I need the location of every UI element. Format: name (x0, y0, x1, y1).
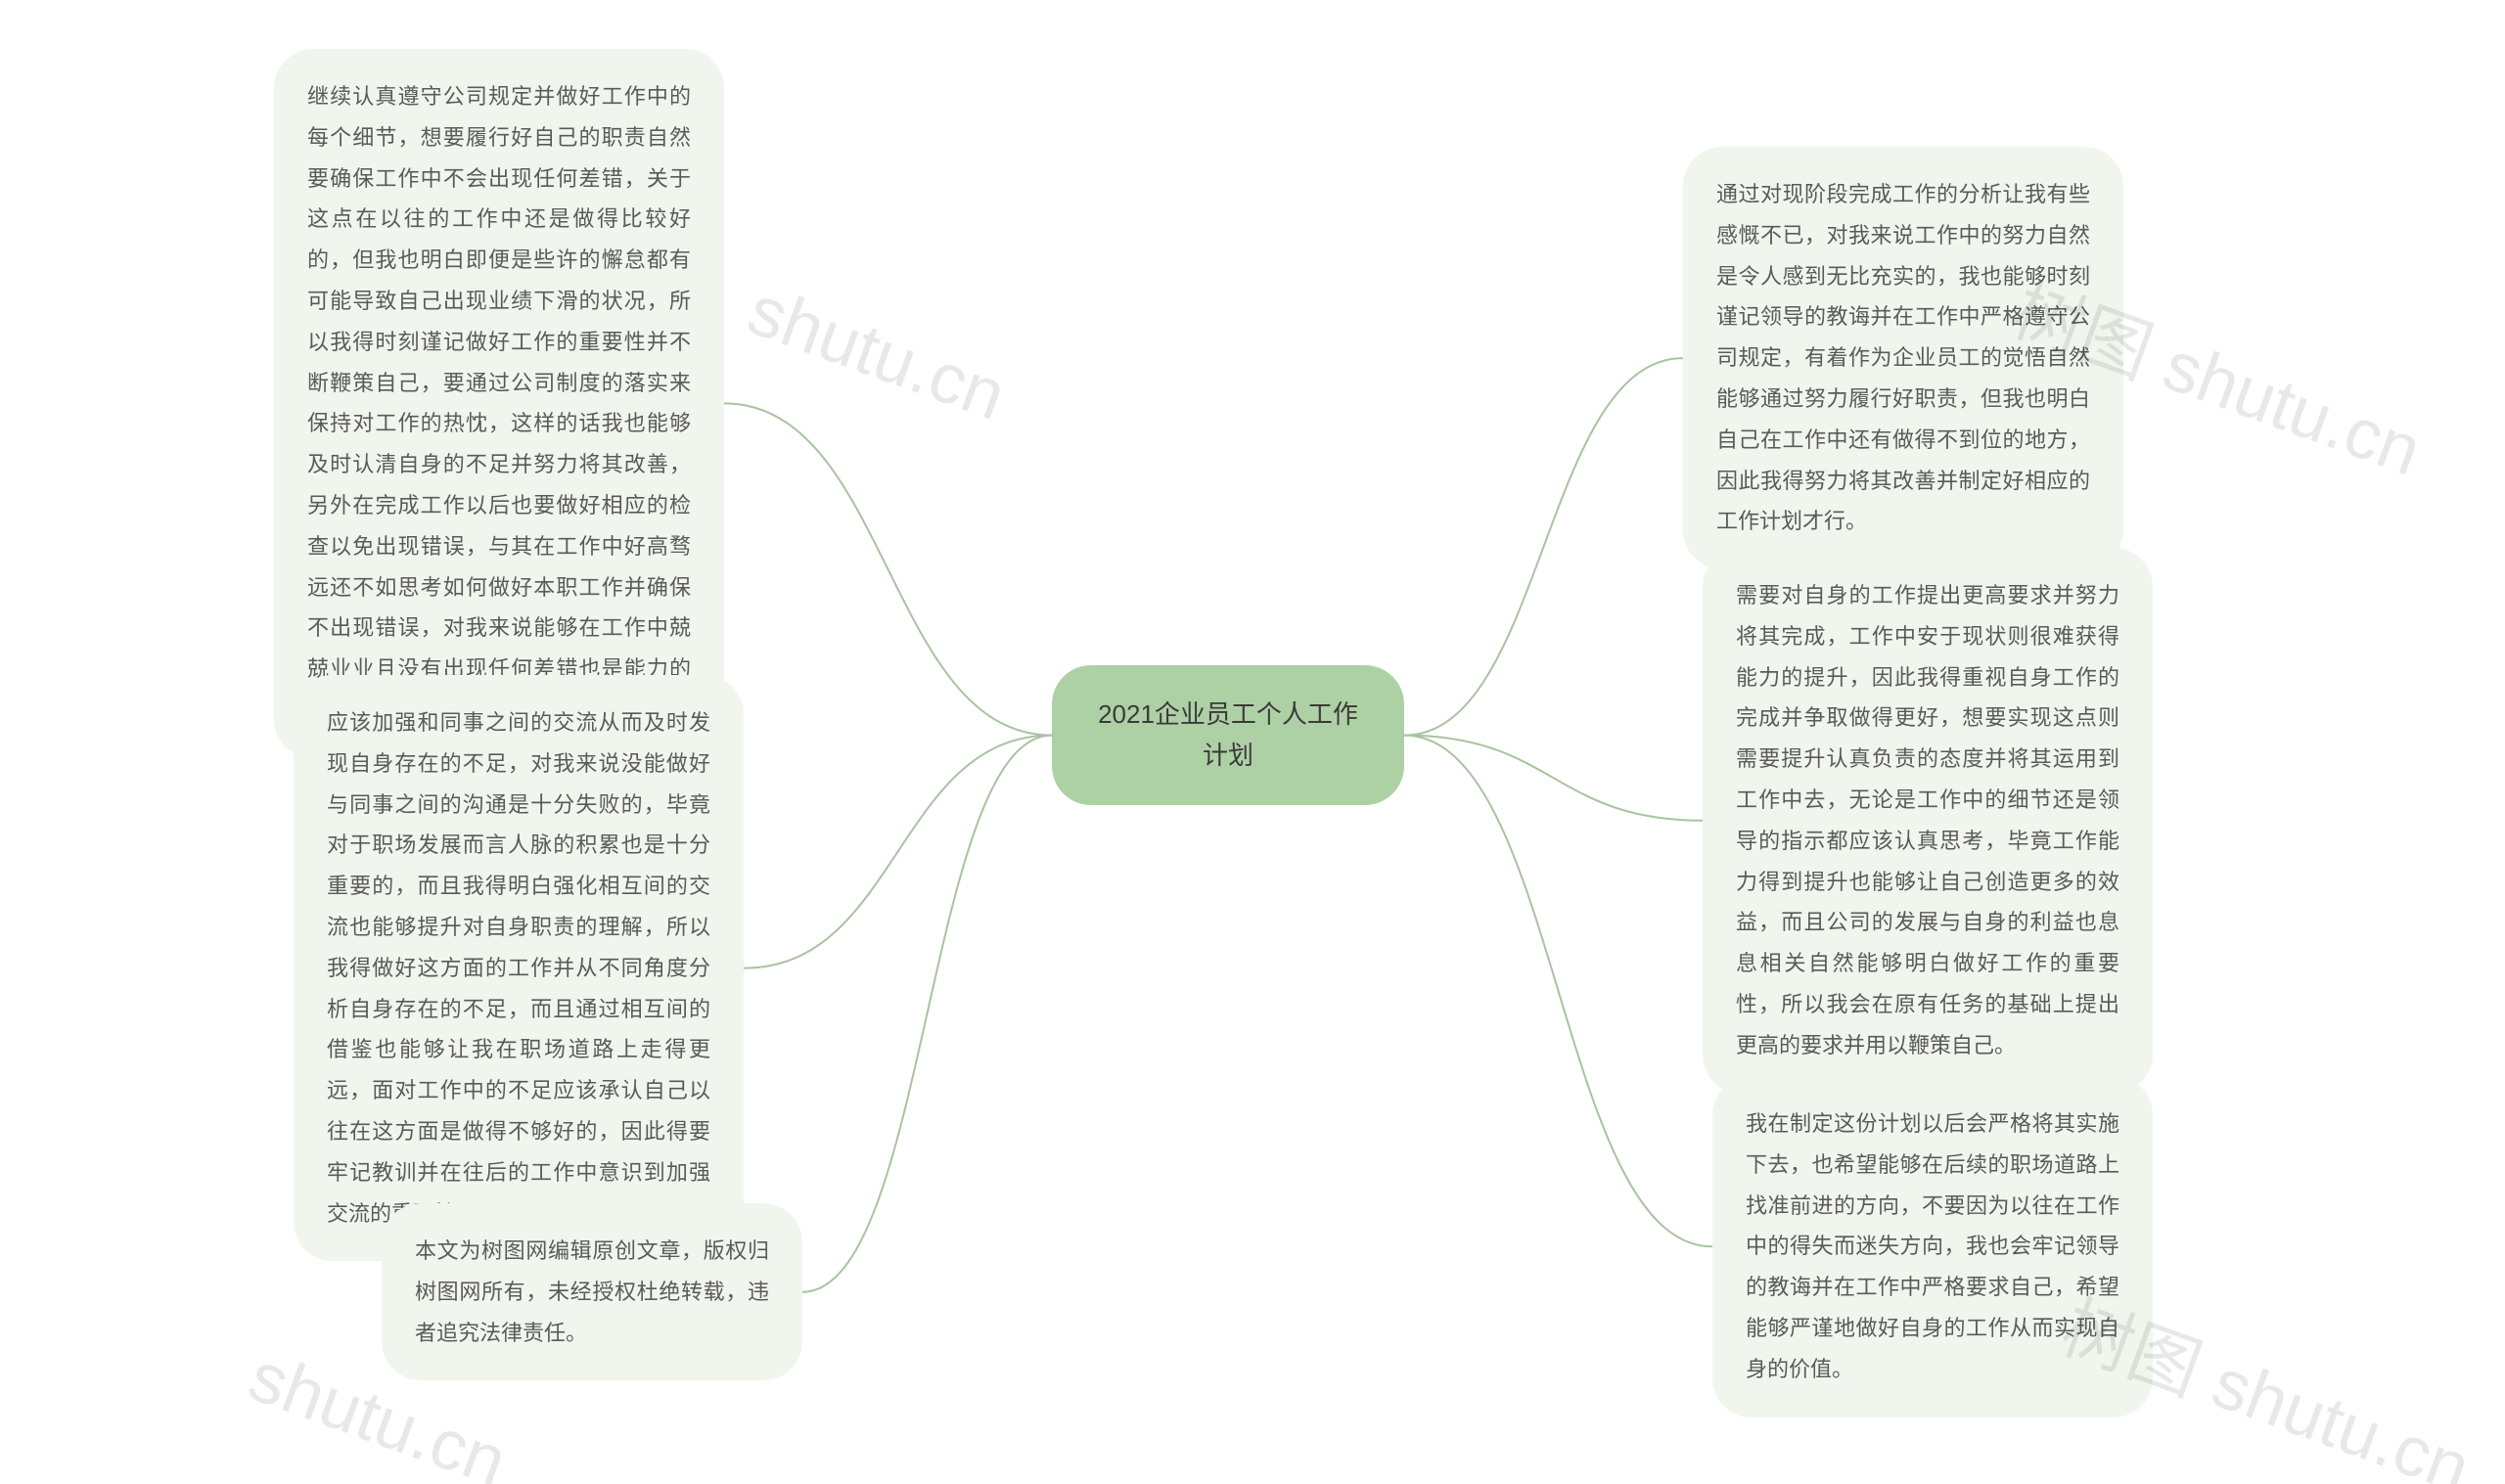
left-node-2: 本文为树图网编辑原创文章，版权归树图网所有，未经授权杜绝转载，违者追究法律责任。 (382, 1203, 802, 1380)
left-node-1: 应该加强和同事之间的交流从而及时发现自身存在的不足，对我来说没能做好与同事之间的… (294, 675, 744, 1261)
right-node-2: 我在制定这份计划以后会严格将其实施下去，也希望能够在后续的职场道路上找准前进的方… (1712, 1076, 2153, 1417)
center-node: 2021企业员工个人工作计划 (1052, 665, 1404, 805)
right-node-1: 需要对自身的工作提出更高要求并努力将其完成，工作中安于现状则很难获得能力的提升，… (1703, 548, 2153, 1094)
mindmap-canvas: 2021企业员工个人工作计划 继续认真遵守公司规定并做好工作中的每个细节，想要履… (0, 0, 2505, 1484)
right-node-0: 通过对现阶段完成工作的分析让我有些感慨不已，对我来说工作中的努力自然是令人感到无… (1683, 147, 2123, 569)
watermark-0: shutu.cn (738, 270, 1016, 436)
left-node-0: 继续认真遵守公司规定并做好工作中的每个细节，想要履行好自己的职责自然要确保工作中… (274, 49, 724, 758)
